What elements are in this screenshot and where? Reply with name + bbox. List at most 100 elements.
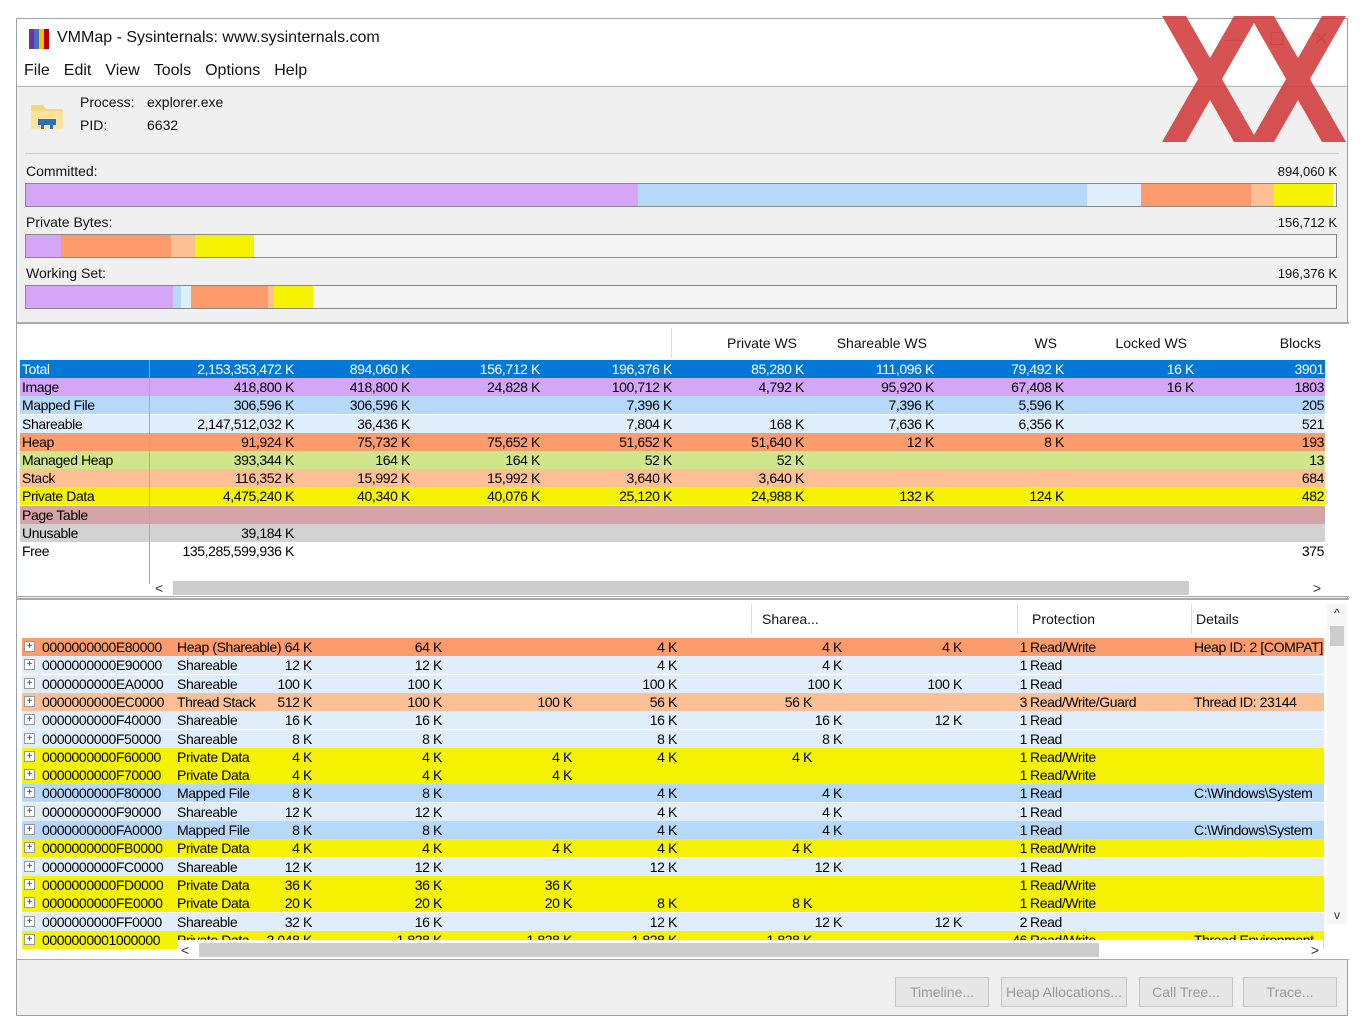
- detail-cell: 4 K: [552, 767, 572, 784]
- header-protection[interactable]: Protection: [1017, 604, 1191, 634]
- menu-help[interactable]: Help: [274, 62, 308, 79]
- scroll-right-arrow[interactable]: >: [1312, 580, 1321, 596]
- detail-cell: 1: [1019, 895, 1027, 912]
- heap-allocations-button[interactable]: Heap Allocations...: [1001, 977, 1127, 1007]
- header-shareable-ws[interactable]: Shareable WS: [803, 328, 933, 358]
- expand-icon[interactable]: +: [24, 933, 35, 945]
- detail-cell: 100 K: [277, 675, 312, 692]
- process-panel: Process: explorer.exe PID: 6632 Committe…: [17, 86, 1347, 324]
- menu-file[interactable]: File: [24, 62, 50, 79]
- detail-row[interactable]: +0000000000F80000 Mapped File 8 K 8 K 4 K 4 K…: [22, 784, 1324, 803]
- detail-row[interactable]: +0000000000EC0000 Thread Stack 512 K 100 K 1…: [22, 692, 1324, 711]
- detail-row[interactable]: +0000000000FA0000 Mapped File 8 K 8 K 4 K 4 K…: [22, 821, 1324, 839]
- summary-row[interactable]: Page Table: [20, 505, 1325, 524]
- summary-row[interactable]: Managed Heap 393,344 K 164 K 164 K 52 K 52 K 1…: [20, 451, 1325, 469]
- expand-icon[interactable]: +: [24, 732, 35, 744]
- detail-row[interactable]: +0000000000F90000 Shareable 12 K 12 K 4 K 4 K…: [22, 802, 1324, 821]
- expand-icon[interactable]: +: [24, 750, 35, 762]
- timeline-button[interactable]: Timeline...: [895, 977, 989, 1007]
- detail-row[interactable]: +0000000000F60000 Private Data 4 K 4 K 4 K 4 …: [22, 747, 1324, 766]
- summary-row[interactable]: Private Data 4,475,240 K 40,340 K 40,076 K 2…: [20, 487, 1325, 506]
- address-cell: 0000000000FA0000: [42, 822, 162, 838]
- header-details[interactable]: Details: [1191, 604, 1323, 634]
- trace-button[interactable]: Trace...: [1243, 977, 1337, 1007]
- menu-view[interactable]: View: [105, 62, 140, 79]
- detail-row[interactable]: +0000000000FC0000 Shareable 12 K 12 K 12 K 12…: [22, 857, 1324, 876]
- detail-row[interactable]: +0000000000F40000 Shareable 16 K 16 K 16 K 16…: [22, 711, 1324, 730]
- detail-cell: 4 K: [942, 639, 962, 655]
- type-cell: Private Data: [177, 840, 250, 857]
- expand-icon[interactable]: +: [24, 695, 35, 707]
- type-cell: Thread Stack: [177, 693, 256, 710]
- vscroll-thumb[interactable]: [1330, 626, 1344, 646]
- header-private-ws[interactable]: Private WS: [671, 328, 803, 358]
- scroll-down-arrow[interactable]: v: [1334, 908, 1340, 922]
- summary-cell: 100,712 K: [611, 379, 673, 396]
- detail-row[interactable]: +0000000000FD0000 Private Data 36 K 36 K 36 …: [22, 875, 1324, 894]
- detail-cell: 2: [1019, 913, 1027, 930]
- detail-row[interactable]: +0000000000E80000 Heap (Shareable) 64 K 64 …: [22, 638, 1324, 656]
- detail-cell: 100 K: [407, 693, 442, 710]
- protection-cell: Read: [1030, 675, 1062, 692]
- detail-cell: 8 K: [792, 895, 812, 912]
- expand-icon[interactable]: +: [24, 787, 35, 799]
- detail-row[interactable]: +0000000000FB0000 Private Data 4 K 4 K 4 K 4 …: [22, 839, 1324, 858]
- detail-hscrollbar[interactable]: < >: [177, 940, 1323, 959]
- expand-icon[interactable]: +: [24, 714, 35, 726]
- header-ws[interactable]: WS: [933, 328, 1063, 358]
- expand-icon[interactable]: +: [24, 769, 35, 781]
- summary-row[interactable]: Heap 91,924 K 75,732 K 75,652 K 51,652 K 51,6…: [20, 432, 1325, 451]
- detail-row[interactable]: +0000000000E90000 Shareable 12 K 12 K 4 K 4 K…: [22, 656, 1324, 675]
- expand-icon[interactable]: +: [24, 897, 35, 909]
- expand-icon[interactable]: +: [24, 677, 35, 689]
- summary-row[interactable]: Stack 116,352 K 15,992 K 15,992 K 3,640 K 3,6…: [20, 469, 1325, 488]
- expand-icon[interactable]: +: [24, 878, 35, 890]
- header-shareable[interactable]: Sharea...: [751, 604, 829, 634]
- scroll-left-arrow[interactable]: <: [155, 580, 164, 596]
- summary-row[interactable]: Mapped File 306,596 K 306,596 K 7,396 K 7,39…: [20, 396, 1325, 415]
- expand-icon[interactable]: +: [24, 842, 35, 854]
- header-locked-ws[interactable]: Locked WS: [1063, 328, 1193, 358]
- protection-cell: Read: [1030, 858, 1062, 875]
- summary-row[interactable]: Shareable 2,147,512,032 K 36,436 K 7,804 K 1…: [20, 414, 1325, 433]
- summary-row[interactable]: Image 418,800 K 418,800 K 24,828 K 100,712 K…: [20, 378, 1325, 397]
- summary-row[interactable]: Free 135,285,599,936 K 375: [20, 542, 1325, 560]
- expand-icon[interactable]: +: [24, 824, 35, 835]
- scroll-up-arrow[interactable]: ^: [1334, 606, 1340, 620]
- expand-icon[interactable]: +: [24, 860, 35, 872]
- summary-row[interactable]: Total 2,153,353,472 K 894,060 K 156,712 K 19…: [20, 360, 1325, 378]
- call-tree-button[interactable]: Call Tree...: [1139, 977, 1233, 1007]
- header-blocks[interactable]: Blocks: [1193, 328, 1327, 358]
- menu-options[interactable]: Options: [205, 62, 261, 79]
- summary-row[interactable]: Unusable 39,184 K: [20, 523, 1325, 542]
- menu-bar: File Edit View Tools Options Help: [17, 59, 1347, 85]
- summary-cell: 51,640 K: [751, 433, 804, 450]
- scroll-thumb[interactable]: [199, 943, 1099, 957]
- menu-edit[interactable]: Edit: [63, 62, 92, 79]
- detail-row[interactable]: +0000000000EA0000 Shareable 100 K 100 K 100 …: [22, 674, 1324, 693]
- scroll-thumb[interactable]: [173, 581, 1189, 595]
- summary-table: Private WS Shareable WS WS Locked WS Blo…: [17, 322, 1349, 597]
- expand-icon[interactable]: +: [24, 915, 35, 927]
- detail-cell: 4 K: [657, 639, 677, 655]
- summary-row-label: Image: [22, 379, 59, 396]
- summary-hscrollbar[interactable]: < >: [151, 578, 1325, 596]
- expand-icon[interactable]: +: [24, 805, 35, 817]
- summary-cell: 24,828 K: [487, 379, 540, 396]
- detail-vscrollbar[interactable]: ^ v: [1327, 604, 1347, 924]
- detail-cell: 100 K: [407, 675, 442, 692]
- detail-row[interactable]: +0000000000FF0000 Shareable 32 K 16 K 12 K 12…: [22, 912, 1324, 931]
- expand-icon[interactable]: +: [24, 659, 35, 671]
- summary-cell: 67,408 K: [1011, 379, 1064, 396]
- expand-icon[interactable]: +: [24, 641, 35, 652]
- summary-cell: 135,285,599,936 K: [182, 543, 294, 559]
- scroll-right-arrow[interactable]: >: [1310, 942, 1319, 958]
- menu-tools[interactable]: Tools: [153, 62, 192, 79]
- detail-cell: 4 K: [292, 767, 312, 784]
- detail-row[interactable]: +0000000000FE0000 Private Data 20 K 20 K 20 …: [22, 894, 1324, 913]
- scroll-left-arrow[interactable]: <: [181, 942, 190, 958]
- summary-cell: 418,800 K: [233, 379, 295, 396]
- summary-cell: 13: [1309, 452, 1324, 468]
